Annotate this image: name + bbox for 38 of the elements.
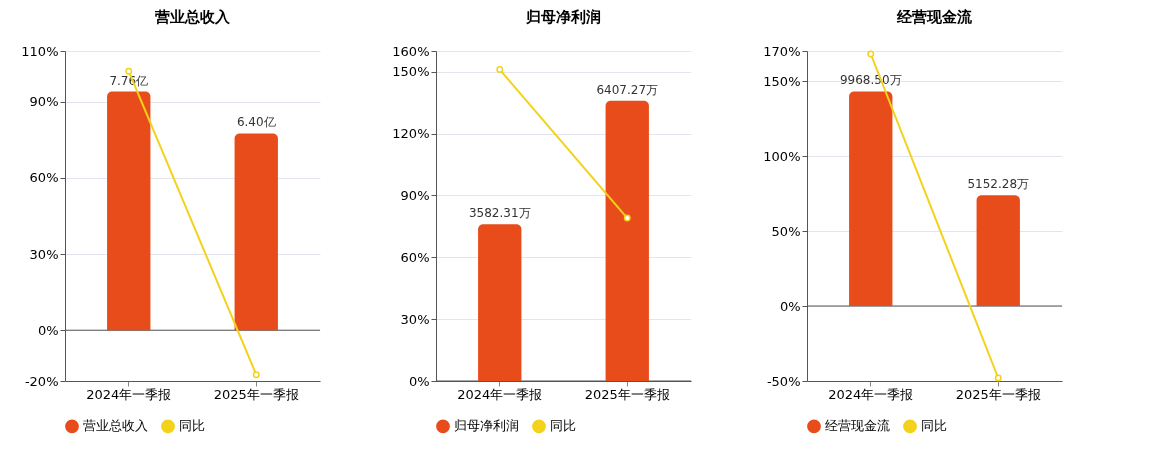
y-tick-label: 30% bbox=[29, 246, 59, 262]
x-tick-label: 2024年一季报 bbox=[86, 386, 172, 402]
data-label: 3582.31万 bbox=[468, 206, 531, 221]
chart-title: 经营现金流 bbox=[896, 8, 973, 26]
legend-label: 归母净利润 bbox=[454, 418, 519, 434]
y-tick-label: 150% bbox=[392, 64, 430, 80]
x-tick-label: 2024年一季报 bbox=[457, 386, 543, 402]
y-tick-label: 90% bbox=[400, 187, 430, 203]
data-label: 5152.28万 bbox=[967, 177, 1030, 192]
y-tick-label: 0% bbox=[37, 322, 59, 338]
data-label: 6.40亿 bbox=[236, 115, 276, 130]
x-tick-label: 2025年一季报 bbox=[955, 386, 1041, 402]
y-tick-label: 30% bbox=[400, 311, 430, 327]
legend-label: 同比 bbox=[550, 418, 576, 434]
y-tick-label: 100% bbox=[763, 148, 801, 164]
y-tick-label: 160% bbox=[392, 43, 430, 59]
y-tick-label: 170% bbox=[763, 43, 801, 59]
y-tick-label: -50% bbox=[766, 373, 801, 389]
x-tick-label: 2024年一季报 bbox=[828, 386, 914, 402]
y-tick-label: 90% bbox=[29, 94, 59, 110]
legend-label: 同比 bbox=[921, 418, 947, 434]
y-tick-label: 0% bbox=[408, 373, 430, 389]
y-tick-label: 120% bbox=[392, 126, 430, 141]
y-tick-label: 110% bbox=[21, 43, 59, 59]
y-tick-label: 150% bbox=[763, 73, 801, 89]
data-label: 6407.27万 bbox=[596, 82, 659, 97]
y-tick-label: 60% bbox=[400, 249, 430, 265]
chart-title: 归母净利润 bbox=[525, 8, 601, 26]
y-tick-label: -20% bbox=[24, 373, 59, 389]
x-tick-label: 2025年一季报 bbox=[584, 386, 670, 402]
y-tick-label: 50% bbox=[771, 223, 801, 239]
x-tick-label: 2025年一季报 bbox=[213, 386, 299, 402]
legend-label: 同比 bbox=[179, 418, 205, 434]
y-tick-label: 0% bbox=[779, 298, 801, 314]
chart-title: 营业总收入 bbox=[154, 8, 231, 26]
legend-label: 经营现金流 bbox=[825, 418, 890, 434]
legend-label: 营业总收入 bbox=[83, 418, 148, 434]
y-tick-label: 60% bbox=[29, 170, 59, 186]
